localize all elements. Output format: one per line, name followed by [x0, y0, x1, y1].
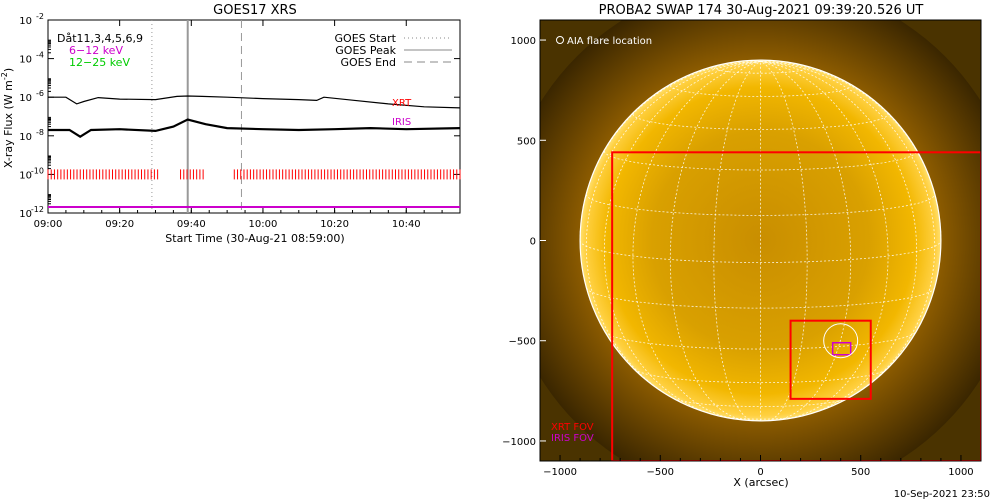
y-tick-label: 10	[19, 55, 32, 66]
iris-fov-box	[831, 341, 852, 356]
latitude-line	[673, 398, 848, 407]
y-tick-label: 10	[19, 132, 32, 143]
xrt-fov-box	[789, 319, 872, 400]
xrt-fov-box	[611, 151, 981, 461]
latitude-line	[603, 150, 918, 171]
x-tick-label: 10:40	[392, 219, 421, 230]
aia-legend-marker	[556, 36, 564, 44]
swap-xlabel: X (arcsec)	[733, 476, 788, 489]
longitude-line	[760, 61, 889, 420]
swap-plot-frame	[539, 19, 982, 462]
goes-series-line	[48, 118, 461, 138]
y-tick-label: 10	[19, 170, 32, 181]
longitude-line	[585, 61, 761, 403]
y-tick-exponent: -6	[36, 89, 44, 98]
latitude-line	[586, 287, 935, 309]
goes-series	[47, 95, 461, 208]
goes-xlabel: Start Time (30-Aug-21 08:59:00)	[165, 232, 344, 245]
longitude-line	[760, 61, 808, 422]
longitude-line	[713, 61, 761, 422]
aia-flare-circle	[823, 323, 859, 359]
legend-goes-peak: GOES Peak	[335, 44, 396, 57]
x-tick-label: 500	[851, 467, 870, 478]
longitude-line	[760, 61, 942, 241]
latitude-line	[604, 331, 917, 350]
x-tick-label: 09:40	[177, 219, 206, 230]
solar-disk	[580, 60, 941, 421]
y-tick-label: 0	[530, 237, 536, 248]
limb-circle	[579, 59, 942, 422]
latitude-line	[585, 194, 936, 216]
x-tick-label: 10:00	[249, 219, 278, 230]
latitude-line	[669, 85, 852, 97]
y-tick-exponent: -12	[31, 205, 44, 214]
y-tick-label: 10	[19, 209, 32, 220]
longitude-line	[669, 61, 761, 421]
longitude-line	[632, 61, 761, 420]
goes-legend: Dåt11,3,4,5,6,9 6−12 keV 12−25 keV GOES …	[57, 32, 452, 69]
goes-ylabel-sup: -2	[0, 72, 9, 80]
swap-title: PROBA2 SWAP 174 30-Aug-2021 09:39:20.526…	[599, 3, 924, 18]
longitude-line	[760, 61, 936, 403]
longitude-line	[760, 61, 852, 421]
goes-x-axis: 09:00 09:20 09:40 10:00 10:20 10:40	[34, 20, 443, 230]
x-tick-label: −1000	[543, 467, 577, 478]
aia-legend-label: AIA flare location	[567, 36, 652, 47]
y-tick-label: 1000	[511, 36, 536, 47]
x-tick-label: 09:20	[105, 219, 134, 230]
goes-ylabel: X-ray Flux (W m-2)	[0, 68, 15, 168]
y-tick-label: 10	[19, 16, 32, 27]
goes-title: GOES17 XRS	[213, 3, 297, 18]
y-tick-label: 10	[19, 93, 32, 104]
y-tick-exponent: -10	[31, 166, 44, 175]
y-tick-label: 500	[517, 136, 536, 147]
legend-channel-low: 6−12 keV	[69, 44, 123, 57]
y-tick-label: −1000	[502, 437, 536, 448]
longitude-line	[579, 61, 761, 241]
y-tick-label: −500	[509, 337, 536, 348]
y-tick-exponent: -2	[36, 12, 44, 21]
iris-fov-label: IRIS FOV	[551, 433, 594, 444]
x-tick-label: 10:20	[320, 219, 349, 230]
longitude-line	[760, 61, 918, 417]
latitude-line	[713, 67, 808, 74]
y-tick-exponent: -4	[36, 51, 44, 60]
x-tick-label: 0	[757, 467, 763, 478]
legend-goes-start: GOES Start	[335, 32, 397, 45]
aia-legend: AIA flare location	[556, 36, 652, 47]
longitude-line	[603, 61, 761, 417]
legend-detectors: Dåt11,3,4,5,6,9	[57, 32, 143, 45]
latitude-line	[579, 240, 942, 263]
goes-plot-frame	[47, 19, 461, 214]
legend-goes-end: GOES End	[340, 56, 396, 69]
xrt-label: XRT	[392, 98, 412, 109]
swap-image	[540, 20, 981, 461]
legend-channel-high: 12−25 keV	[69, 56, 130, 69]
fov-boxes	[611, 151, 981, 461]
x-tick-label: 09:00	[34, 219, 63, 230]
x-tick-label: 1000	[948, 467, 973, 478]
y-tick-exponent: -8	[36, 128, 44, 137]
swap-timestamp: 10-Sep-2021 23:50	[894, 489, 990, 500]
latitude-line	[720, 415, 801, 420]
iris-label: IRIS	[392, 117, 411, 128]
swap-axes: −1000 −500 0 500 1000 −1000 −500 0 500 1000	[502, 36, 974, 478]
x-tick-label: −500	[647, 467, 674, 478]
latitude-line	[634, 369, 887, 384]
xrt-fov-label: XRT FOV	[551, 422, 594, 433]
goes-series-line	[48, 95, 461, 109]
latitude-line	[632, 113, 889, 130]
heliographic-grid	[579, 59, 942, 422]
goes-event-markers	[151, 20, 242, 213]
